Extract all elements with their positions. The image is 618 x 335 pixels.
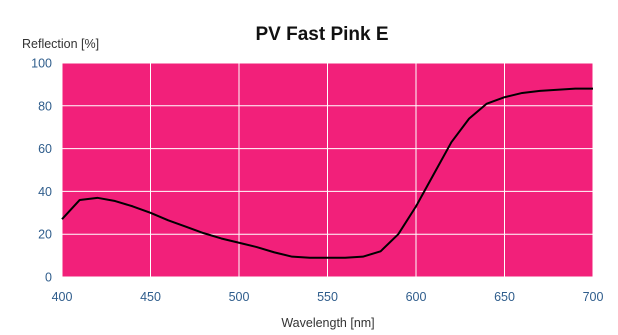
x-tick-label-3: 550 [317,290,338,304]
y-tick-label-3: 60 [38,142,52,156]
grid-lines [61,62,594,278]
x-tick-label-1: 450 [140,290,161,304]
x-axis-label: Wavelength [nm] [281,316,374,330]
series-line-0 [61,87,593,259]
y-tick-labels: 0 20 40 60 80 100 [31,57,52,285]
y-axis-label: Reflection [%] [22,37,99,51]
x-tick-label-2: 500 [229,290,250,304]
x-tick-label-5: 650 [494,290,515,304]
y-tick-label-0: 0 [45,271,52,285]
data-series [61,87,593,259]
y-tick-label-5: 100 [31,57,52,71]
x-tick-label-0: 400 [52,290,73,304]
y-tick-label-2: 40 [38,185,52,199]
x-tick-label-6: 700 [583,290,604,304]
x-tick-labels: 400 450 500 550 600 650 700 [52,290,604,304]
chart-title: PV Fast Pink E [255,24,388,45]
y-tick-label-4: 80 [38,99,52,113]
y-tick-label-1: 20 [38,228,52,242]
x-tick-label-4: 600 [406,290,427,304]
